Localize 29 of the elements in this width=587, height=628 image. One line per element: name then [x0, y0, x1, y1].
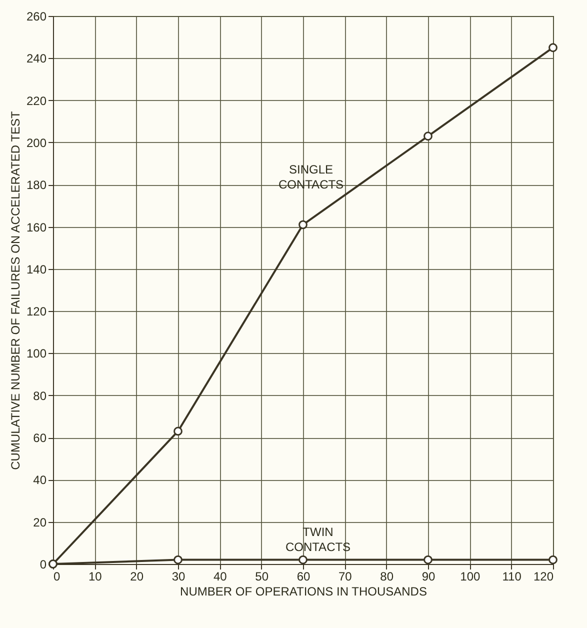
y-tick-label: 160 — [26, 220, 47, 234]
y-tick-label: 240 — [26, 52, 47, 66]
y-tick-label: 100 — [26, 346, 47, 361]
x-tick-label: 20 — [130, 570, 144, 584]
y-tick-label: 120 — [26, 304, 47, 319]
x-axis-title: NUMBER OF OPERATIONS IN THOUSANDS — [180, 584, 427, 598]
y-axis-title: CUMULATIVE NUMBER OF FAILURES ON ACCELERATED TEST — [8, 110, 22, 470]
x-tick-label: 60 — [296, 570, 310, 584]
y-tick-label: 180 — [26, 178, 47, 192]
y-tick-label: 60 — [33, 431, 47, 446]
y-tick-label: 20 — [33, 515, 47, 530]
x-tick-label: 10 — [88, 570, 102, 584]
x-tick-label: 30 — [172, 570, 186, 584]
x-tick-label: 40 — [213, 570, 228, 584]
x-tick-label: 50 — [255, 570, 269, 584]
x-tick-label: 80 — [380, 570, 394, 584]
x-tick-label: 70 — [338, 570, 352, 584]
y-tick-label: 220 — [26, 94, 47, 108]
x-tick-label: 120 — [533, 570, 554, 584]
y-tick-label: 200 — [26, 136, 47, 150]
x-tick-label: 100 — [460, 570, 480, 584]
y-tick-label: 0 — [40, 558, 47, 572]
x-tick-label: 90 — [422, 570, 436, 584]
y-tick-label: 40 — [33, 473, 47, 488]
x-tick-label: 110 — [502, 570, 522, 584]
y-tick-label: 260 — [26, 10, 47, 24]
x-tick-label: 0 — [54, 570, 60, 584]
y-tick-label: 80 — [33, 388, 47, 403]
y-tick-label: 140 — [26, 262, 47, 276]
